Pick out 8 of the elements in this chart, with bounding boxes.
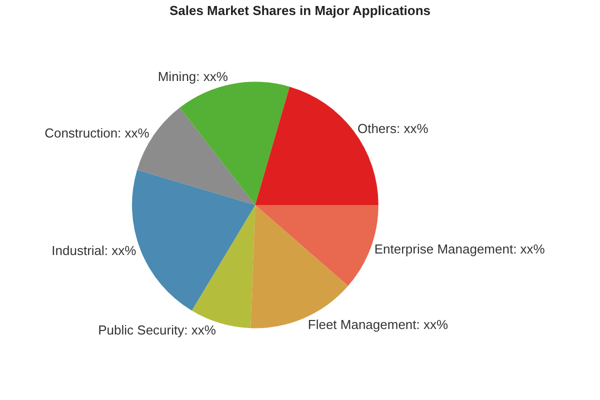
slice-label: Enterprise Management: xx% [374,242,546,257]
slice-label: Public Security: xx% [98,322,216,338]
slice-label: Others: xx% [357,120,429,136]
slice-label: Construction: xx% [44,126,150,141]
slice-label: Fleet Management: xx% [308,316,448,332]
slice-label: Industrial: xx% [52,243,137,258]
chart-title: Sales Market Shares in Major Applications [169,3,431,18]
slice-label: Mining: xx% [158,69,228,84]
